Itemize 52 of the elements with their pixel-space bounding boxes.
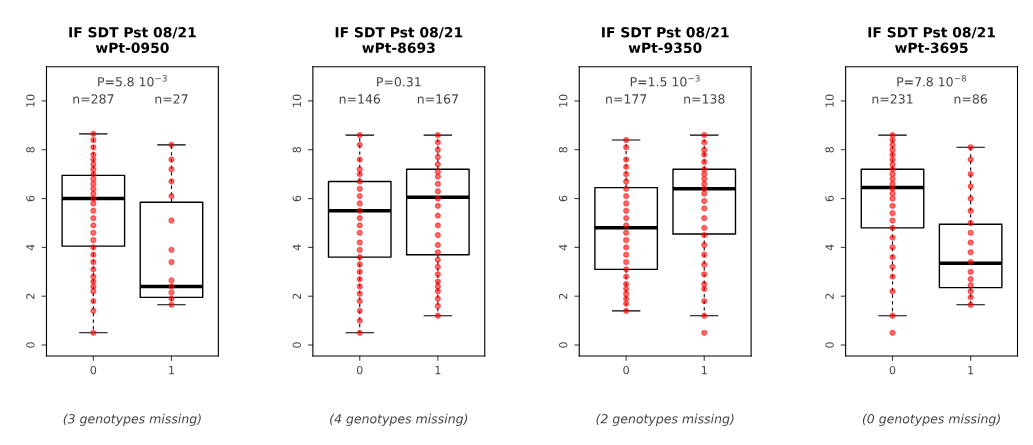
y-tick-label: 10 [26, 94, 35, 107]
y-tick-label: 4 [825, 244, 834, 251]
y-tick-label: 4 [292, 244, 301, 251]
x-tick-label: 1 [169, 366, 174, 375]
x-tick-label: 0 [90, 365, 97, 375]
y-tick-label: 6 [558, 195, 568, 202]
y-tick-label: 6 [825, 195, 834, 202]
y-tick-label: 4 [559, 244, 568, 251]
y-tick-label: 6 [292, 195, 301, 202]
y-tick-label: 10 [558, 94, 568, 107]
y-tick-label: 8 [825, 146, 834, 153]
y-tick-label: 10 [825, 94, 834, 107]
annotation: n=146 [339, 94, 381, 104]
y-tick-label: 6 [26, 195, 35, 202]
y-tick-label: 8 [292, 146, 301, 153]
y-tick-label: 8 [558, 146, 568, 153]
annotation: n=86 [954, 94, 987, 104]
text: (2 genotypes missing) [596, 413, 734, 426]
x-tick-label: 1 [968, 366, 974, 375]
annotation: n=177 [606, 94, 647, 104]
y-tick-label: 2 [558, 293, 568, 299]
x-tick-label: 0 [623, 365, 629, 375]
y-tick-label: 4 [26, 244, 35, 251]
x-tick-label: 0 [356, 365, 363, 375]
y-tick-label: 0 [825, 342, 834, 348]
y-tick-label: 2 [825, 293, 834, 299]
annotation: P=5.8 10$^{−3}$ [98, 75, 167, 87]
x-tick-label: 1 [435, 366, 441, 375]
annotation: n=138 [684, 94, 725, 104]
y-tick-label: 0 [292, 342, 301, 348]
annotation: n=27 [155, 94, 188, 104]
chart-title: IF SDT Pst 08/21 wPt-8693 [335, 27, 463, 54]
chart-title: IF SDT Pst 08/21 wPt-0950 [69, 27, 196, 54]
y-tick-label: 2 [292, 293, 301, 299]
annotation: P=0.31 [377, 77, 421, 87]
annotation: n=287 [73, 94, 114, 104]
y-tick-label: 8 [26, 146, 35, 153]
y-tick-label: 10 [292, 94, 301, 107]
y-tick-label: 2 [26, 293, 35, 299]
x-tick-label: 1 [701, 366, 707, 375]
y-tick-label: 0 [558, 342, 568, 348]
chart-title: IF SDT Pst 08/21 wPt-9350 [602, 27, 729, 54]
text: (0 genotypes missing) [862, 413, 1000, 426]
text: (4 genotypes missing) [330, 413, 468, 426]
y-tick-label: 0 [26, 342, 35, 348]
annotation: n=231 [872, 94, 913, 104]
annotation: P=1.5 10$^{−3}$ [630, 75, 700, 87]
text: (3 genotypes missing) [63, 413, 201, 426]
annotation: n=167 [417, 94, 458, 104]
chart-title: IF SDT Pst 08/21 wPt-3695 [868, 27, 995, 54]
x-tick-label: 0 [889, 365, 896, 375]
annotation: P=7.8 10$^{−8}$ [897, 75, 966, 87]
